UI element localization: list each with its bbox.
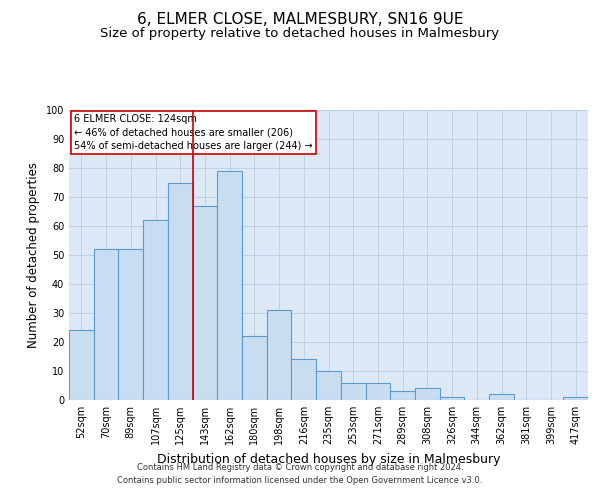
Bar <box>168 182 193 400</box>
Bar <box>292 360 316 400</box>
Bar <box>341 382 365 400</box>
Bar <box>415 388 440 400</box>
Bar <box>563 397 588 400</box>
Bar <box>316 371 341 400</box>
Bar <box>118 249 143 400</box>
Bar <box>365 382 390 400</box>
Text: 6 ELMER CLOSE: 124sqm
← 46% of detached houses are smaller (206)
54% of semi-det: 6 ELMER CLOSE: 124sqm ← 46% of detached … <box>74 114 313 151</box>
Bar <box>440 397 464 400</box>
Bar <box>217 171 242 400</box>
Y-axis label: Number of detached properties: Number of detached properties <box>27 162 40 348</box>
X-axis label: Distribution of detached houses by size in Malmesbury: Distribution of detached houses by size … <box>157 452 500 466</box>
Bar <box>390 392 415 400</box>
Text: Contains public sector information licensed under the Open Government Licence v3: Contains public sector information licen… <box>118 476 482 485</box>
Bar <box>94 249 118 400</box>
Bar <box>193 206 217 400</box>
Bar <box>143 220 168 400</box>
Text: 6, ELMER CLOSE, MALMESBURY, SN16 9UE: 6, ELMER CLOSE, MALMESBURY, SN16 9UE <box>137 12 463 28</box>
Text: Size of property relative to detached houses in Malmesbury: Size of property relative to detached ho… <box>100 28 500 40</box>
Bar <box>242 336 267 400</box>
Text: Contains HM Land Registry data © Crown copyright and database right 2024.: Contains HM Land Registry data © Crown c… <box>137 462 463 471</box>
Bar <box>489 394 514 400</box>
Bar <box>69 330 94 400</box>
Bar <box>267 310 292 400</box>
